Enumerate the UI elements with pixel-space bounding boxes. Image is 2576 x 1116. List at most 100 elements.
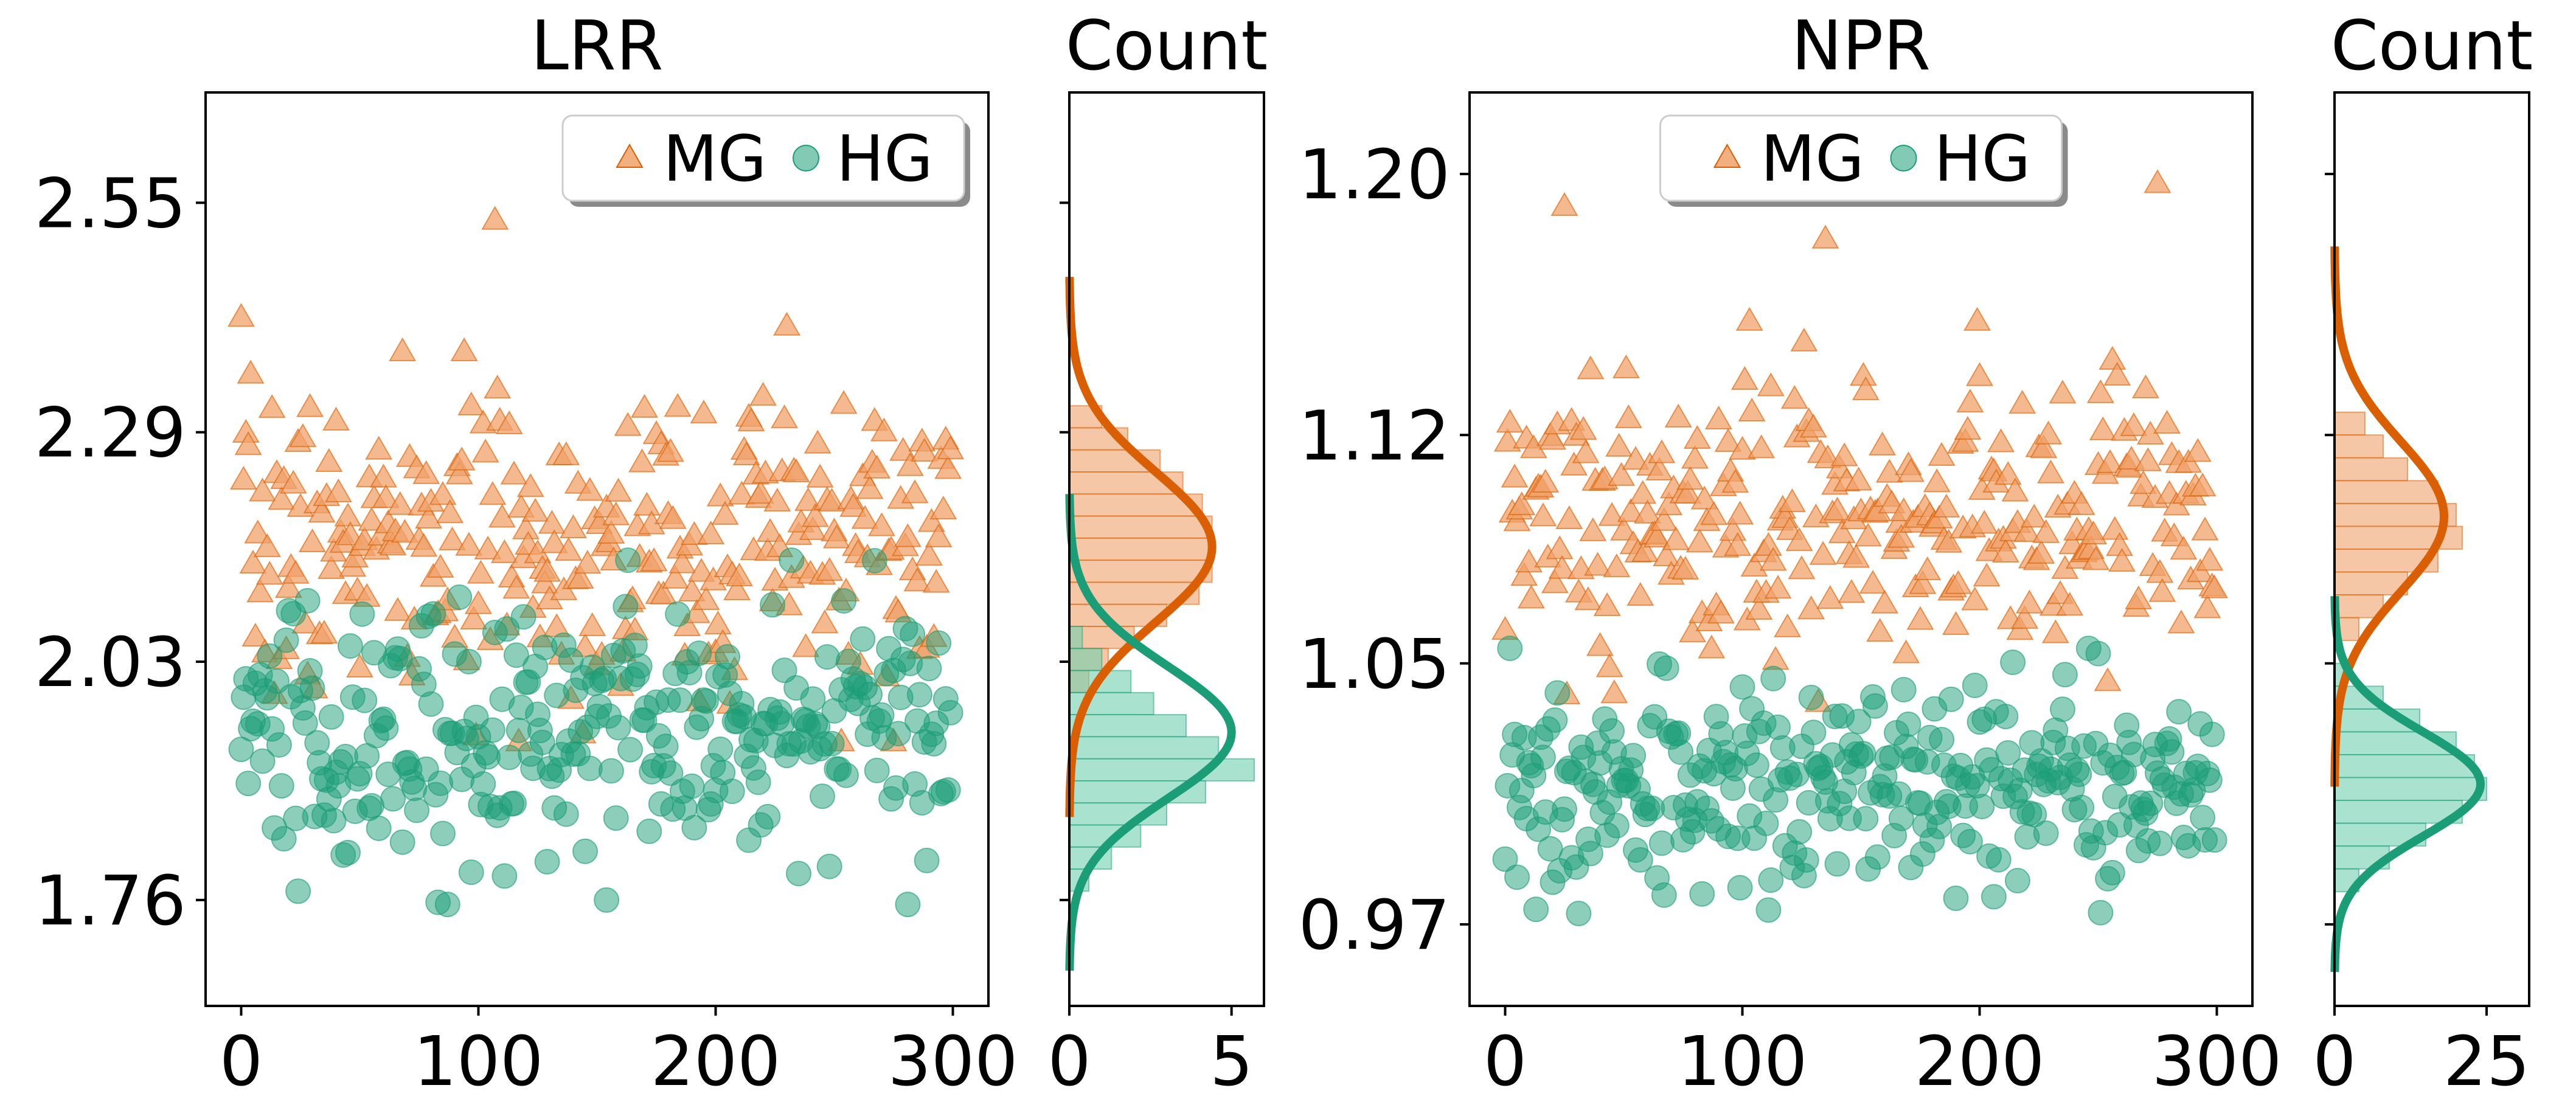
point-mg — [2086, 379, 2115, 403]
point-mg — [1754, 532, 1783, 556]
point-mg — [1614, 404, 1642, 429]
point-mg — [2049, 380, 2077, 404]
point-hg — [800, 686, 826, 712]
histogram-title: Count — [1066, 7, 1268, 86]
point-mg — [749, 381, 777, 406]
point-mg — [255, 561, 283, 585]
point-mg — [484, 374, 512, 399]
point-mg — [1726, 501, 1754, 525]
point-hg — [257, 643, 283, 669]
point-mg — [229, 465, 258, 490]
x-tick-label: 200 — [651, 1022, 781, 1101]
point-hg — [833, 762, 859, 788]
point-mg — [1577, 355, 1605, 380]
point-mg — [772, 311, 801, 336]
point-mg — [248, 477, 277, 502]
point-mg — [521, 497, 549, 522]
point-hg — [1627, 847, 1653, 873]
point-hg — [653, 733, 679, 760]
point-mg — [1738, 397, 1766, 422]
point-hg — [2021, 802, 2047, 828]
point-mg — [1799, 414, 1828, 438]
point-mg — [922, 569, 950, 593]
point-mg — [237, 359, 265, 384]
point-mg — [576, 477, 604, 501]
point-hg — [420, 601, 446, 627]
point-mg — [1515, 548, 1543, 573]
point-hg — [1651, 882, 1677, 908]
point-hg — [292, 710, 318, 736]
legend-marker-hg — [793, 145, 819, 172]
point-mg — [445, 460, 473, 485]
point-hg — [760, 592, 786, 618]
point-mg — [1923, 468, 1951, 493]
point-hg — [594, 887, 620, 913]
point-hg — [418, 691, 444, 717]
point-mg — [1859, 569, 1887, 594]
point-mg — [365, 435, 393, 460]
point-mg — [1574, 586, 1602, 611]
point-hg — [1981, 884, 2007, 910]
point-mg — [1645, 456, 1673, 481]
x-tick-label: 300 — [2152, 1022, 2282, 1101]
point-hg — [916, 656, 942, 682]
point-mg — [481, 206, 509, 230]
point-mg — [2020, 504, 2048, 528]
point-hg — [428, 770, 454, 796]
point-mg — [2170, 535, 2198, 560]
point-mg — [682, 599, 710, 623]
point-hg — [1648, 830, 1675, 856]
point-mg — [1866, 618, 1894, 642]
point-mg — [763, 487, 791, 512]
point-hg — [337, 633, 363, 659]
point-mg — [1629, 480, 1657, 504]
point-mg — [1560, 451, 1588, 476]
point-hg — [1929, 727, 1955, 753]
point-mg — [516, 473, 544, 497]
y-tick-label: 2.29 — [35, 394, 186, 473]
point-hg — [1962, 672, 1988, 698]
point-hg — [553, 801, 579, 827]
point-mg — [1721, 468, 1749, 493]
legend-marker-mg — [1713, 143, 1741, 168]
point-mg — [2034, 420, 2063, 445]
point-hg — [446, 584, 473, 610]
point-hg — [679, 773, 705, 799]
point-mg — [2099, 345, 2126, 370]
point-mg — [1868, 431, 1897, 456]
hist-bar — [2334, 754, 2475, 778]
x-tick-label: 200 — [1915, 1022, 2045, 1101]
point-hg — [268, 773, 294, 799]
point-mg — [457, 391, 485, 416]
point-mg — [410, 533, 438, 557]
point-mg — [1672, 555, 1699, 580]
point-mg — [1788, 555, 1816, 580]
point-mg — [455, 532, 483, 556]
hist-bar — [1069, 515, 1213, 539]
point-mg — [540, 529, 568, 553]
x-tick-label: 0 — [220, 1022, 263, 1101]
point-hg — [294, 587, 321, 614]
point-mg — [1612, 354, 1640, 379]
point-mg — [732, 441, 760, 466]
point-hg — [359, 792, 384, 819]
legend-label-hg: HG — [1934, 122, 2031, 196]
point-mg — [1780, 385, 1808, 409]
x-tick-label: 0 — [1484, 1022, 1527, 1101]
y-tick-label: 0.97 — [1299, 886, 1450, 965]
npr-histogram-panel: Count 0 25 — [2313, 7, 2533, 1101]
point-mg — [372, 484, 400, 508]
point-mg — [298, 528, 327, 552]
point-hg — [479, 717, 505, 743]
point-mg — [1626, 581, 1654, 606]
point-hg — [2085, 640, 2111, 667]
point-mg — [1550, 192, 1578, 217]
histogram-title: Count — [2331, 7, 2533, 86]
point-mg — [1963, 307, 1991, 331]
x-tick-label: 0 — [1047, 1022, 1091, 1101]
hist-bar — [1069, 625, 1083, 650]
point-mg — [282, 560, 310, 584]
point-hg — [266, 732, 292, 758]
point-hg — [681, 814, 707, 840]
point-hg — [235, 771, 262, 797]
